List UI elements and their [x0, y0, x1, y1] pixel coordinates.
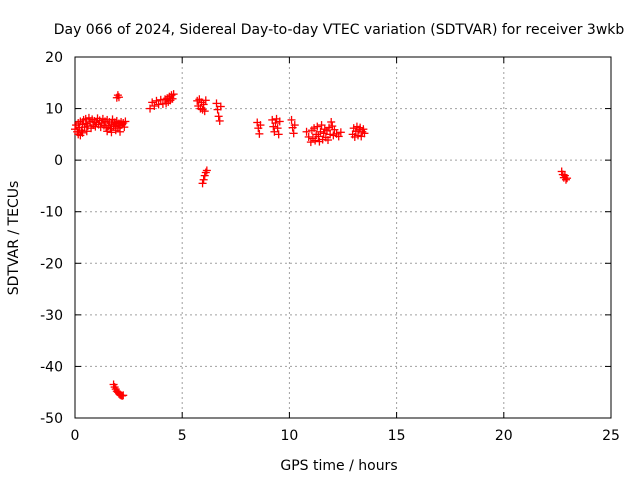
y-axis-title: SDTVAR / TECUs: [6, 181, 22, 296]
x-tick-label: 0: [71, 428, 80, 444]
x-tick-label: 10: [280, 428, 298, 444]
data-point: [116, 127, 125, 136]
plot-frame: [74, 56, 612, 419]
data-point: [359, 125, 368, 134]
data-point: [168, 94, 177, 103]
y-tick-label: -10: [40, 205, 63, 221]
y-tick-label: 10: [45, 102, 63, 118]
data-point: [304, 132, 313, 141]
data-point: [330, 125, 339, 134]
data-point: [274, 130, 283, 139]
data-point: [201, 96, 210, 105]
data-point: [561, 175, 570, 184]
data-point: [120, 123, 129, 132]
data-point: [121, 117, 130, 126]
data-point: [314, 132, 323, 141]
data-point: [306, 138, 315, 147]
x-tick-label: 20: [495, 428, 513, 444]
data-point: [336, 128, 345, 137]
data-point: [302, 127, 311, 136]
data-point: [198, 105, 207, 114]
data-point: [273, 124, 282, 133]
y-tick-label: -50: [40, 411, 63, 427]
data-point: [199, 100, 208, 109]
data-point: [289, 129, 298, 138]
axis-ticks: [74, 56, 612, 419]
data-point: [146, 104, 155, 113]
data-point: [256, 121, 265, 130]
data-point: [169, 90, 178, 99]
data-point: [269, 122, 278, 131]
data-point: [200, 107, 209, 116]
data-point: [107, 128, 116, 137]
data-point: [198, 179, 207, 188]
data-point: [119, 391, 128, 400]
data-point: [255, 129, 264, 138]
data-point: [313, 122, 322, 131]
data-point: [78, 128, 87, 137]
data-point: [275, 117, 284, 126]
data-point: [112, 93, 121, 102]
data-point: [287, 115, 296, 124]
x-tick-label: 15: [388, 428, 406, 444]
grid-lines: [75, 57, 611, 418]
chart-title: Day 066 of 2024, Sidereal Day-to-day VTE…: [54, 22, 625, 38]
data-point: [82, 127, 91, 136]
x-tick-label: 5: [178, 428, 187, 444]
data-point: [317, 121, 326, 130]
data-point: [323, 136, 332, 145]
data-point: [360, 129, 369, 138]
data-point: [148, 98, 157, 107]
data-point: [111, 126, 120, 135]
data-point: [150, 101, 159, 110]
data-point: [215, 116, 224, 125]
x-axis-title: GPS time / hours: [280, 458, 397, 474]
data-point: [212, 99, 221, 108]
data-point: [563, 174, 572, 183]
data-point: [103, 127, 112, 136]
data-point: [271, 119, 280, 128]
data-point: [311, 136, 320, 145]
data-point: [216, 102, 225, 111]
axis-tick-labels: 0 5 10 15 20 25 -50 -40 -30 -20 -10 0 10 20: [40, 50, 620, 444]
y-tick-label: -20: [40, 256, 63, 272]
data-point: [202, 166, 211, 175]
data-point: [334, 132, 343, 141]
y-tick-label: -30: [40, 308, 63, 324]
y-tick-label: -40: [40, 359, 63, 375]
data-point: [199, 175, 208, 184]
y-tick-label: 20: [45, 50, 63, 66]
data-point: [214, 112, 223, 121]
data-point: [327, 117, 336, 126]
y-tick-label: 0: [54, 153, 63, 169]
data-point: [193, 96, 202, 105]
data-points: [71, 90, 572, 400]
data-point: [290, 121, 299, 130]
x-tick-label: 25: [602, 428, 620, 444]
